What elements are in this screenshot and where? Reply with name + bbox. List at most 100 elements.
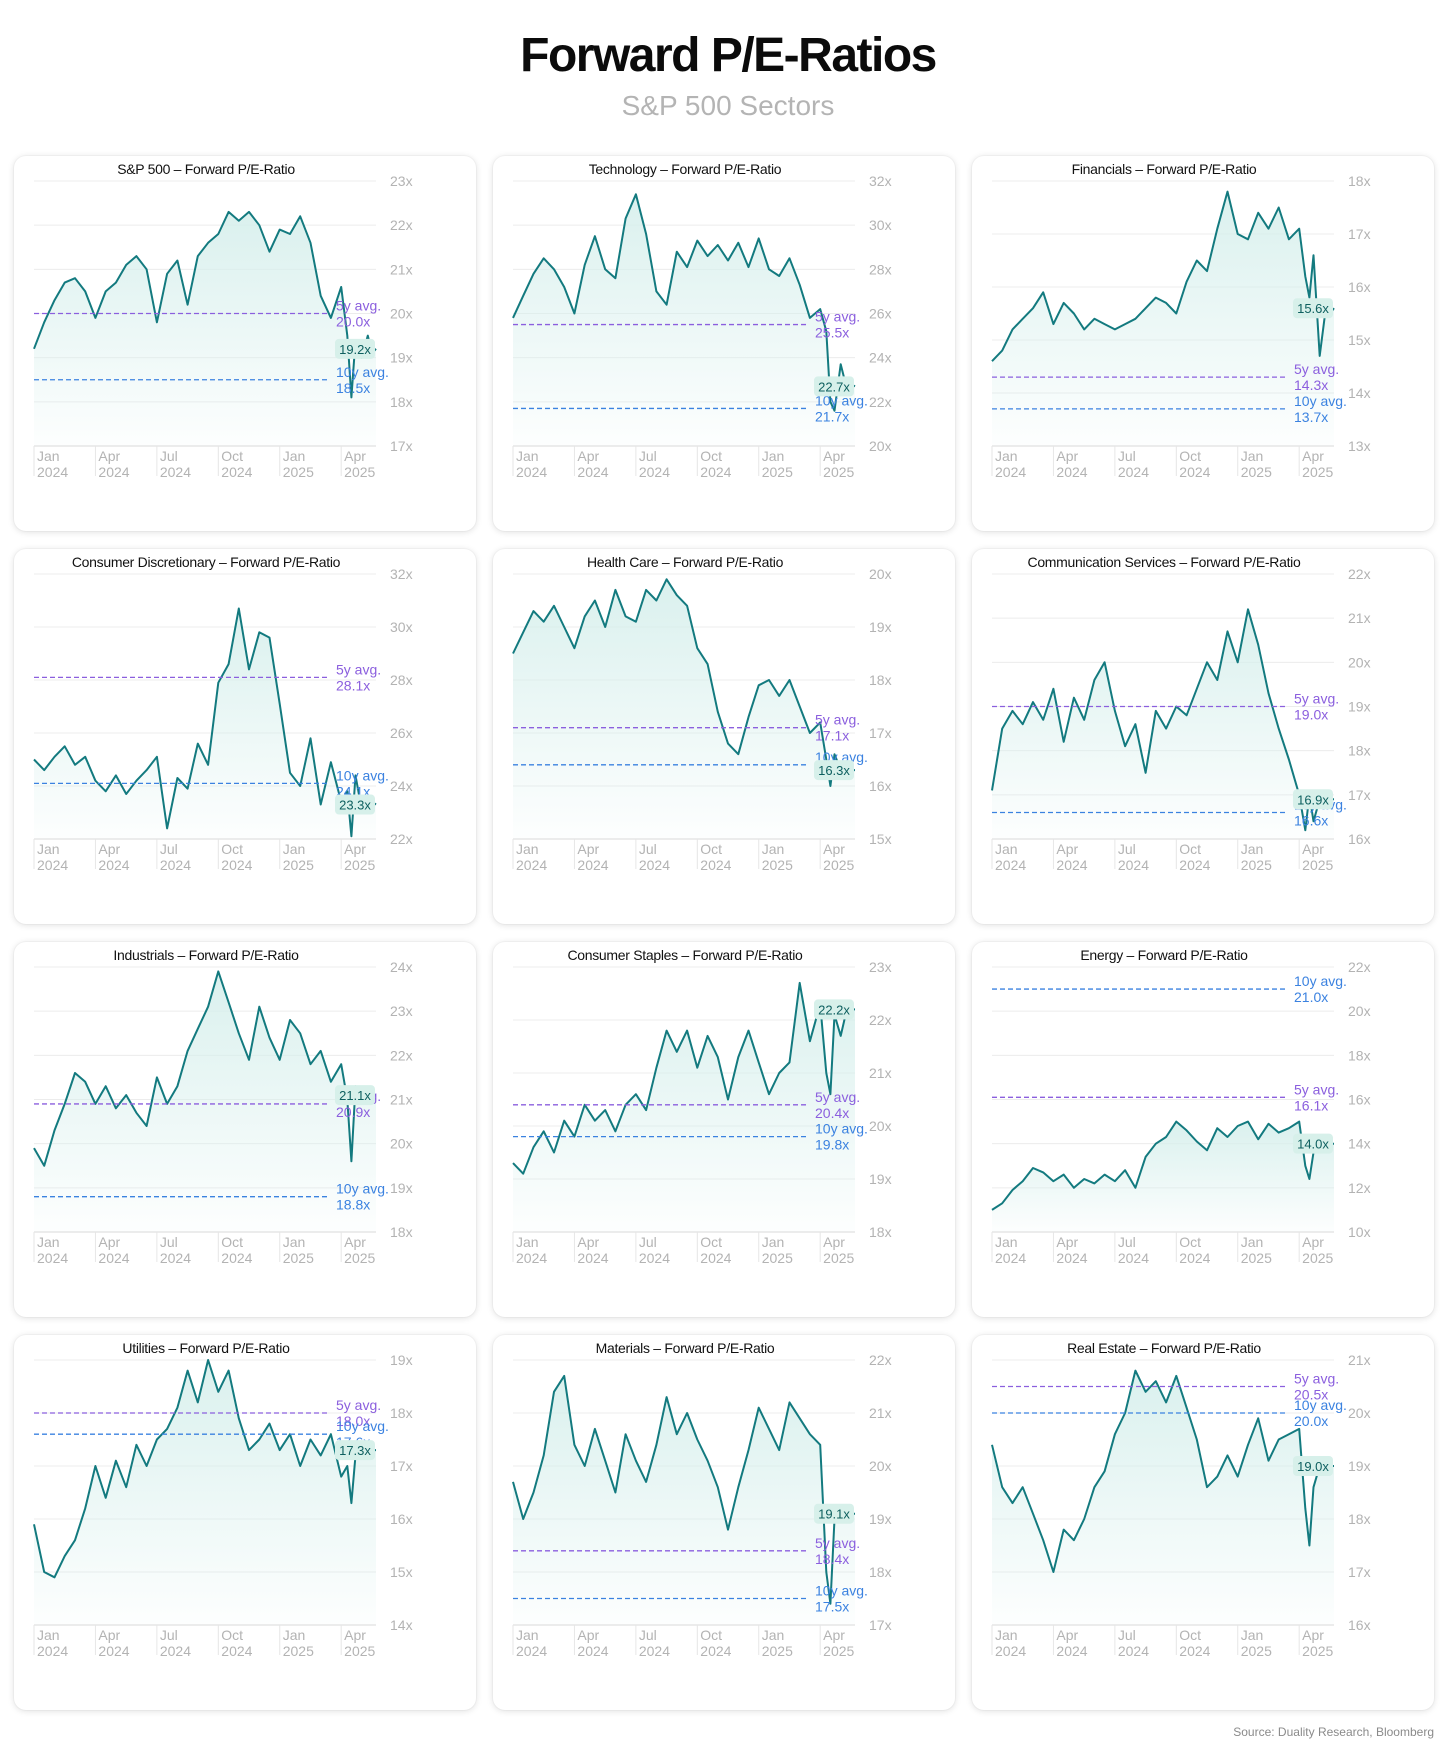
x-tick-year: 2025: [1302, 464, 1333, 480]
avg-value-5y: 19.0x: [1294, 707, 1328, 723]
avg-value-10y: 21.7x: [815, 408, 849, 424]
avg-value-10y: 13.7x: [1294, 409, 1328, 425]
y-tick-label: 18x: [1348, 743, 1371, 759]
chart-title: Consumer Staples – Forward P/E-Ratio: [567, 947, 803, 963]
series-line: [33, 607, 377, 838]
series-area: [992, 191, 1334, 446]
x-tick-year: 2024: [221, 857, 252, 873]
y-tick-label: 22x: [390, 831, 413, 847]
y-tick-label: 21x: [390, 261, 413, 277]
avg-label-10y: 10y avg.: [815, 1121, 868, 1137]
x-tick-month: Jul: [160, 1234, 178, 1250]
y-tick-label: 22x: [869, 1352, 892, 1368]
y-tick-label: 16x: [1348, 279, 1371, 295]
last-value-badge: [814, 760, 854, 781]
y-tick-label: 18x: [390, 1224, 413, 1240]
y-tick-label: 23x: [869, 959, 892, 975]
x-tick-month: Apr: [344, 841, 366, 857]
y-tick-label: 17x: [869, 1617, 892, 1633]
x-tick-month: Jul: [160, 1627, 178, 1643]
last-value-badge: [1293, 298, 1333, 319]
x-tick-month: Jan: [1241, 1627, 1264, 1643]
x-tick-year: 2024: [1056, 464, 1087, 480]
avg-value-5y: 18.0x: [336, 1413, 370, 1429]
x-tick-year: 2025: [823, 464, 854, 480]
x-tick-month: Apr: [823, 448, 845, 464]
x-tick-year: 2024: [160, 464, 191, 480]
x-tick-month: Oct: [700, 448, 722, 464]
x-tick-year: 2024: [1179, 1643, 1210, 1659]
x-tick-month: Jan: [283, 1627, 306, 1643]
series-area: [513, 982, 855, 1232]
x-tick-month: Jul: [1118, 448, 1136, 464]
x-tick-month: Apr: [823, 841, 845, 857]
x-tick-year: 2024: [1118, 1643, 1149, 1659]
avg-value-5y: 20.4x: [815, 1105, 849, 1121]
avg-label-5y: 5y avg.: [815, 1535, 860, 1551]
avg-label-10y: 10y avg.: [1294, 973, 1347, 989]
x-tick-month: Oct: [221, 1627, 243, 1643]
x-tick-month: Oct: [1179, 1627, 1201, 1643]
y-tick-label: 23x: [390, 1003, 413, 1019]
y-tick-label: 26x: [869, 306, 892, 322]
x-tick-month: Apr: [577, 841, 599, 857]
x-tick-month: Apr: [1056, 1627, 1078, 1643]
chart-panel-health-care: Health Care – Forward P/E-Ratio 20x 19x 18x…: [493, 549, 955, 924]
x-tick-year: 2024: [700, 1643, 731, 1659]
y-tick-label: 17x: [390, 438, 413, 454]
x-tick-year: 2025: [762, 1643, 793, 1659]
x-tick-month: Apr: [577, 1627, 599, 1643]
x-tick-month: Apr: [1056, 448, 1078, 464]
chart-communication-services: Communication Services – Forward P/E-Rat…: [991, 554, 1371, 873]
series-area: [513, 194, 855, 446]
x-tick-month: Apr: [1302, 1627, 1324, 1643]
y-tick-label: 18x: [869, 672, 892, 688]
last-value-text: 14.0x: [1297, 1137, 1329, 1152]
x-tick-month: Oct: [1179, 448, 1201, 464]
y-tick-label: 20x: [869, 1458, 892, 1474]
x-tick-month: Jan: [995, 841, 1018, 857]
y-tick-label: 16x: [1348, 831, 1371, 847]
x-tick-month: Oct: [221, 448, 243, 464]
x-tick-month: Jan: [516, 1627, 539, 1643]
x-tick-year: 2025: [823, 1250, 854, 1266]
avg-value-10y: 20.0x: [1294, 1413, 1328, 1429]
x-tick-year: 2024: [700, 1250, 731, 1266]
avg-label-10y: 10y avg.: [336, 767, 389, 783]
x-tick-month: Jan: [37, 1627, 60, 1643]
x-tick-month: Jan: [762, 841, 785, 857]
x-tick-month: Jan: [37, 448, 60, 464]
y-tick-label: 19x: [869, 1511, 892, 1527]
last-value-text: 19.0x: [1297, 1459, 1329, 1474]
chart-title: Real Estate – Forward P/E-Ratio: [1067, 1340, 1261, 1356]
avg-value-10y: 19.8x: [815, 1137, 849, 1153]
y-tick-label: 16x: [869, 778, 892, 794]
y-tick-label: 18x: [1348, 1511, 1371, 1527]
chart-industrials: Industrials – Forward P/E-Ratio 24x 23x 22x…: [33, 947, 413, 1266]
x-tick-year: 2024: [995, 1250, 1026, 1266]
x-tick-year: 2024: [700, 464, 731, 480]
avg-value-5y: 14.3x: [1294, 377, 1328, 393]
source-note: Source: Duality Research, Bloomberg: [1233, 1725, 1434, 1739]
avg-value-10y: 21.0x: [1294, 989, 1328, 1005]
chart-health-care: Health Care – Forward P/E-Ratio 20x 19x 18x…: [512, 554, 892, 873]
x-tick-year: 2024: [1056, 1643, 1087, 1659]
x-tick-year: 2024: [1118, 464, 1149, 480]
chart-title: Utilities – Forward P/E-Ratio: [122, 1340, 290, 1356]
x-tick-month: Apr: [344, 1627, 366, 1643]
y-tick-label: 24x: [390, 959, 413, 975]
y-tick-label: 28x: [390, 672, 413, 688]
x-tick-month: Jan: [1241, 1234, 1264, 1250]
chart-panel-financials: Financials – Forward P/E-Ratio 18x 17x 16x 1…: [972, 156, 1434, 531]
avg-label-10y: 10y avg.: [336, 1418, 389, 1434]
y-tick-label: 24x: [390, 778, 413, 794]
y-tick-label: 22x: [1348, 566, 1371, 582]
series-area: [992, 1370, 1334, 1625]
y-tick-label: 30x: [869, 217, 892, 233]
y-tick-label: 18x: [869, 1224, 892, 1240]
avg-label-5y: 5y avg.: [1294, 1081, 1339, 1097]
avg-label-5y: 5y avg.: [815, 712, 860, 728]
x-tick-year: 2025: [1241, 857, 1272, 873]
chart-panel-sp500: S&P 500 – Forward P/E-Ratio 23x 22x 21x 20x 1…: [14, 156, 476, 531]
y-tick-label: 19x: [869, 1171, 892, 1187]
